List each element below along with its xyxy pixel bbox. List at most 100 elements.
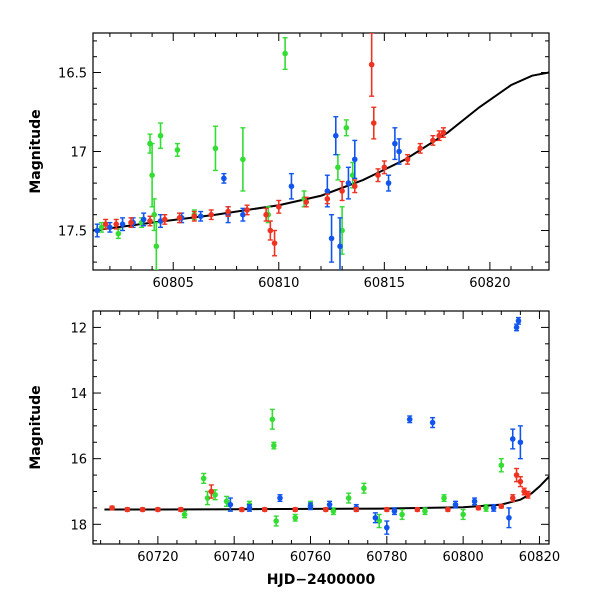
top-panel: 60805 60810 60815 60820 16.5 17 17.5 Magnitude xyxy=(28,32,550,291)
data-point xyxy=(269,416,276,423)
data-point xyxy=(440,129,447,136)
x-tick-label: 60720 xyxy=(137,550,178,565)
data-point xyxy=(368,61,375,68)
y-tick-label: 16.5 xyxy=(58,67,87,82)
data-point xyxy=(225,208,231,215)
x-tick-label: 60820 xyxy=(519,550,560,565)
data-point xyxy=(391,508,398,514)
data-point xyxy=(197,213,204,220)
data-point xyxy=(292,506,299,513)
y-tick-label: 18 xyxy=(70,518,87,533)
series-b xyxy=(94,116,402,270)
data-point xyxy=(273,518,279,524)
data-point xyxy=(282,50,288,57)
data-point xyxy=(339,188,345,194)
data-point xyxy=(157,218,164,224)
data-point xyxy=(498,462,505,469)
data-point xyxy=(275,204,282,210)
data-point xyxy=(176,215,183,221)
y-tick-label: 17 xyxy=(70,146,87,161)
data-point xyxy=(277,495,283,501)
data-point xyxy=(263,211,269,218)
data-point xyxy=(324,196,331,202)
data-point xyxy=(115,230,122,237)
data-point xyxy=(208,488,215,495)
data-point xyxy=(113,221,120,227)
data-point xyxy=(157,132,164,139)
data-point xyxy=(124,506,131,513)
data-point xyxy=(107,224,113,231)
data-point xyxy=(330,508,337,514)
data-point xyxy=(240,211,246,218)
data-point xyxy=(128,219,134,226)
data-point xyxy=(384,506,390,513)
data-point xyxy=(119,221,126,227)
x-tick-label: 60800 xyxy=(442,550,483,565)
data-point xyxy=(517,439,524,446)
series-r xyxy=(102,33,447,257)
data-point xyxy=(151,211,158,218)
data-point xyxy=(288,183,295,190)
y-tick-label: 14 xyxy=(70,387,87,402)
y-tick-label: 12 xyxy=(70,321,87,336)
data-point xyxy=(332,132,339,139)
model-curve xyxy=(93,71,549,232)
data-point xyxy=(208,211,215,218)
data-point xyxy=(422,508,428,514)
data-point xyxy=(212,491,218,498)
data-point xyxy=(322,506,329,513)
data-point xyxy=(292,514,299,521)
x-tick-label: 60810 xyxy=(258,276,299,291)
data-point xyxy=(345,495,352,501)
series-r xyxy=(109,467,531,513)
data-point xyxy=(475,505,482,511)
data-point xyxy=(153,243,160,250)
data-point xyxy=(271,240,278,246)
data-point xyxy=(261,506,268,513)
data-point xyxy=(521,488,527,495)
data-point xyxy=(384,524,390,531)
data-point xyxy=(303,199,310,205)
y-tick-label: 17.5 xyxy=(58,225,87,240)
data-point xyxy=(267,227,274,234)
data-point xyxy=(396,148,402,155)
data-point xyxy=(223,498,230,505)
data-point xyxy=(392,140,398,147)
data-point xyxy=(204,495,211,501)
x-tick-label: 60805 xyxy=(153,276,194,291)
data-point xyxy=(328,235,335,242)
data-layer xyxy=(93,33,549,270)
plot-frame xyxy=(92,310,550,545)
x-tick-label: 60820 xyxy=(469,276,510,291)
data-point xyxy=(174,147,181,153)
data-point xyxy=(239,506,245,513)
data-point xyxy=(506,514,512,521)
data-point xyxy=(399,511,405,518)
data-point xyxy=(98,224,105,231)
data-point xyxy=(345,180,352,186)
y-axis-label: Magnitude xyxy=(28,385,44,469)
data-point xyxy=(271,442,277,449)
data-point xyxy=(513,324,520,331)
series-g xyxy=(181,408,505,529)
data-point xyxy=(353,506,360,513)
data-point xyxy=(417,145,424,152)
data-point xyxy=(191,213,198,220)
series-g xyxy=(98,37,356,270)
data-point xyxy=(181,511,188,518)
bottom-panel: 60720 60740 60760 60780 60800 60820 12 14 16 18 Ma… xyxy=(28,310,560,588)
data-point xyxy=(102,221,109,227)
data-point xyxy=(370,120,377,126)
data-point xyxy=(430,137,436,144)
data-point xyxy=(200,475,207,482)
data-point xyxy=(509,436,516,442)
x-tick-label: 60780 xyxy=(366,550,407,565)
data-point xyxy=(147,218,153,224)
data-point xyxy=(212,145,219,152)
data-point xyxy=(436,132,443,139)
data-point xyxy=(525,491,531,498)
data-point xyxy=(372,514,379,521)
data-point xyxy=(509,495,516,501)
x-axis-label: HJD−2400000 xyxy=(267,572,376,588)
